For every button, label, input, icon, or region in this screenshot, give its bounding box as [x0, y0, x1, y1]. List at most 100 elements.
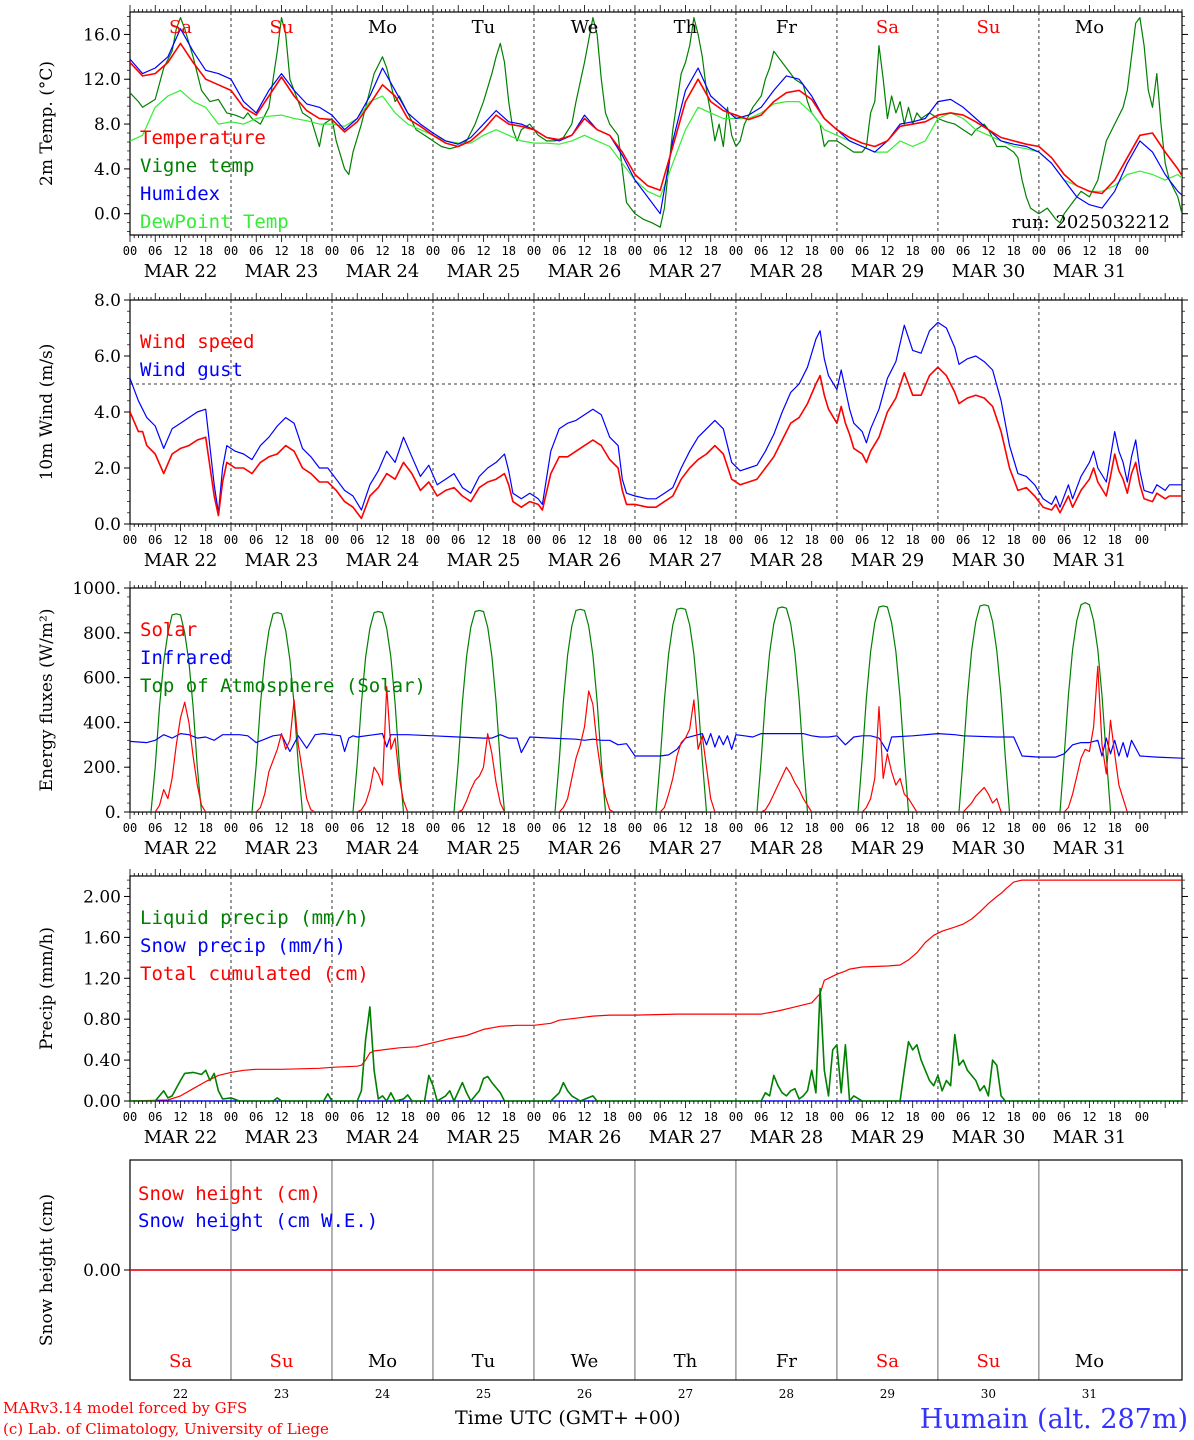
hour-label: 18	[703, 1110, 717, 1124]
hour-label: 18	[501, 821, 515, 835]
hour-label: 18	[401, 821, 415, 835]
date-label: MAR 30	[952, 261, 1026, 282]
hour-label: 18	[1006, 533, 1020, 547]
series-total-cumulated-cm-	[130, 879, 1182, 1101]
hour-label: 06	[350, 244, 364, 258]
date-label: MAR 22	[144, 550, 218, 571]
hour-label: 06	[552, 1110, 566, 1124]
day-number: 26	[577, 1387, 592, 1401]
hour-label: 06	[754, 533, 768, 547]
hour-label: 00	[325, 533, 339, 547]
hour-label: 18	[703, 533, 717, 547]
date-label: MAR 23	[245, 838, 319, 859]
hour-label: 00	[224, 821, 238, 835]
date-label: MAR 24	[346, 550, 420, 571]
date-label: MAR 22	[144, 1127, 218, 1148]
day-name: Su	[976, 1351, 1000, 1372]
panel-precip: 00 06 12 18 MAR 22 00 06 12 18 MAR 23 00 06 12 18 MAR …	[37, 869, 1188, 1148]
date-label: MAR 28	[750, 1127, 824, 1148]
hour-label: 06	[855, 821, 869, 835]
series-group	[130, 602, 1182, 812]
hour-label: 12	[476, 1110, 490, 1124]
hour-label: 06	[552, 244, 566, 258]
legend-humidex: Humidex	[140, 183, 220, 205]
hour-label: 00	[123, 821, 137, 835]
day-name: We	[571, 1351, 599, 1372]
hour-label: 06	[956, 821, 970, 835]
y-axis-label: Precip (mm/h)	[37, 927, 57, 1050]
legend-infrared: Infrared	[140, 647, 232, 669]
hour-label: 18	[300, 244, 314, 258]
day-number: 30	[981, 1387, 996, 1401]
hour-label: 18	[905, 821, 919, 835]
date-label: MAR 28	[750, 838, 824, 859]
y-tick-label: 0.00	[83, 1261, 121, 1281]
hour-label: 00	[830, 821, 844, 835]
date-label: MAR 31	[1053, 550, 1127, 571]
hour-label: 18	[804, 1110, 818, 1124]
legend-snow-height-cm-w-e-: Snow height (cm W.E.)	[138, 1210, 378, 1232]
y-tick-label: 200.	[83, 758, 121, 778]
hour-label: 06	[249, 1110, 263, 1124]
panel-wind: 00 06 12 18 MAR 22 00 06 12 18 MAR 23 00 06 12 18 MAR …	[37, 291, 1188, 571]
hour-label: 00	[729, 244, 743, 258]
date-label: MAR 23	[245, 550, 319, 571]
legend-snow-precip-mm-h-: Snow precip (mm/h)	[140, 935, 346, 957]
series-group	[130, 321, 1182, 520]
hour-label: 00	[931, 533, 945, 547]
y-tick-label: 8.0	[94, 115, 121, 135]
day-name: Su	[270, 17, 294, 38]
hour-label: 12	[880, 244, 894, 258]
date-label: MAR 24	[346, 261, 420, 282]
hour-label: 12	[1082, 244, 1096, 258]
hour-label: 06	[451, 533, 465, 547]
hour-label: 18	[602, 533, 616, 547]
date-label: MAR 30	[952, 1127, 1026, 1148]
hour-label: 12	[577, 1110, 591, 1124]
hour-label: 06	[249, 821, 263, 835]
date-label: MAR 27	[649, 550, 723, 571]
series-group	[130, 17, 1182, 228]
day-name: Sa	[169, 1351, 192, 1372]
date-label: MAR 28	[750, 550, 824, 571]
y-tick-label: 4.0	[94, 403, 121, 423]
date-label: MAR 25	[447, 261, 521, 282]
y-tick-label: 16.0	[83, 25, 121, 45]
date-label: MAR 25	[447, 838, 521, 859]
hour-label: 00	[729, 821, 743, 835]
hour-label: 12	[476, 533, 490, 547]
hour-label: 06	[653, 533, 667, 547]
date-label: MAR 27	[649, 1127, 723, 1148]
hour-label: 12	[880, 533, 894, 547]
hour-label: 06	[249, 244, 263, 258]
hour-label: 12	[577, 821, 591, 835]
series-vigne-temp	[130, 17, 1182, 228]
series-humidex	[130, 28, 1182, 215]
hour-label: 12	[779, 244, 793, 258]
hour-label: 12	[779, 533, 793, 547]
date-label: MAR 24	[346, 1127, 420, 1148]
series-wind-speed	[130, 366, 1182, 520]
hour-label: 00	[1032, 244, 1046, 258]
hour-label: 06	[754, 244, 768, 258]
hour-label: 00	[729, 1110, 743, 1124]
hour-label: 06	[855, 244, 869, 258]
hour-label: 12	[880, 821, 894, 835]
date-label: MAR 22	[144, 838, 218, 859]
day-number: 23	[274, 1387, 289, 1401]
credit-line-1: MARv3.14 model forced by GFS	[3, 1399, 247, 1417]
day-name: Mo	[368, 17, 397, 38]
hour-label: 06	[1057, 244, 1071, 258]
hour-label: 00	[1032, 1110, 1046, 1124]
hour-label: 18	[1107, 244, 1121, 258]
y-tick-label: 6.0	[94, 347, 121, 367]
legend-dewpoint-temp: DewPoint Temp	[140, 211, 289, 233]
hour-label: 00	[123, 244, 137, 258]
hour-label: 18	[300, 533, 314, 547]
hour-label: 18	[905, 244, 919, 258]
hour-label: 06	[653, 821, 667, 835]
hour-label: 06	[653, 244, 667, 258]
hour-label: 12	[981, 1110, 995, 1124]
hour-label: 00	[628, 1110, 642, 1124]
